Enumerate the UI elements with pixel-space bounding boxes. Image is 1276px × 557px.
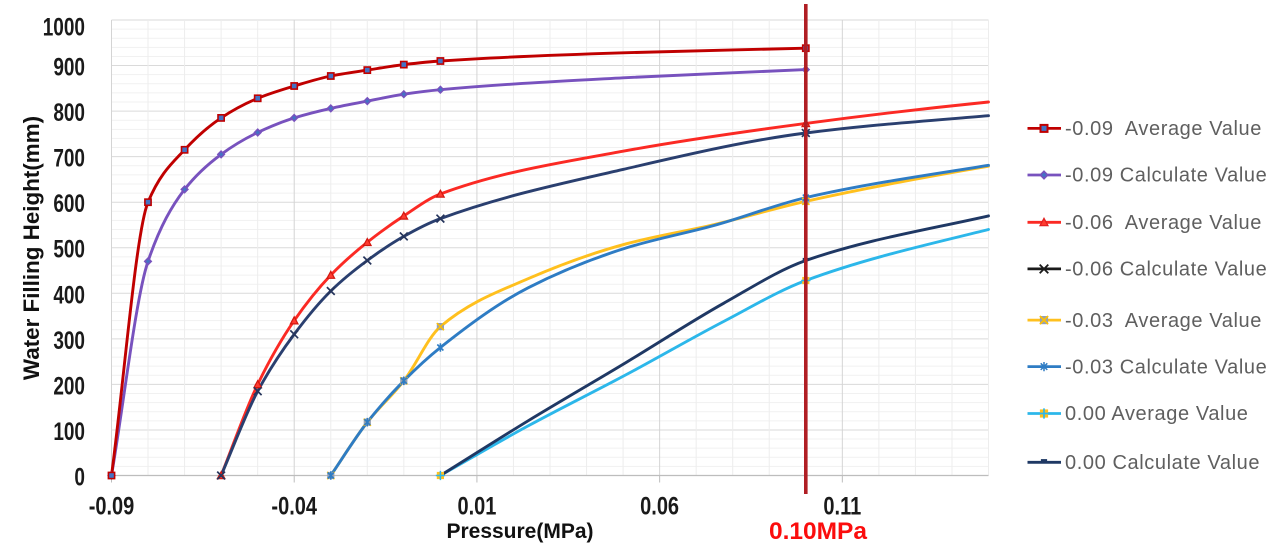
svg-text:800: 800 [53, 98, 85, 126]
svg-text:-0.06 Average Value: -0.06 Average Value [1065, 212, 1262, 234]
svg-text:600: 600 [53, 190, 85, 218]
svg-text:0.00 Calculate Value: 0.00 Calculate Value [1065, 452, 1260, 474]
svg-text:200: 200 [53, 372, 85, 400]
svg-text:-0.09 Calculate Value: -0.09 Calculate Value [1065, 165, 1267, 187]
svg-text:0: 0 [74, 463, 85, 491]
svg-text:-0.06 Calculate Value: -0.06 Calculate Value [1065, 259, 1267, 281]
svg-text:0.10MPa: 0.10MPa [769, 518, 867, 545]
svg-text:Water Filling Height(mm): Water Filling Height(mm) [19, 116, 44, 380]
svg-text:900: 900 [53, 53, 85, 81]
svg-text:700: 700 [53, 144, 85, 172]
svg-text:400: 400 [53, 281, 85, 309]
svg-text:0.01: 0.01 [457, 491, 496, 520]
svg-text:-0.09: -0.09 [89, 491, 135, 520]
svg-text:500: 500 [53, 235, 85, 263]
svg-text:0.11: 0.11 [823, 491, 861, 520]
svg-text:0.00 Average Value: 0.00 Average Value [1065, 403, 1249, 425]
svg-text:100: 100 [53, 417, 85, 445]
svg-text:-0.03 Calculate Value: -0.03 Calculate Value [1065, 356, 1267, 378]
svg-text:1000: 1000 [43, 13, 85, 41]
svg-text:300: 300 [53, 326, 85, 354]
svg-text:-0.03 Average Value: -0.03 Average Value [1065, 310, 1262, 332]
svg-text:Pressure(MPa): Pressure(MPa) [446, 520, 593, 543]
svg-text:-0.09 Average Value: -0.09 Average Value [1065, 118, 1262, 140]
svg-text:0.06: 0.06 [640, 491, 679, 520]
svg-text:-0.04: -0.04 [271, 491, 317, 520]
